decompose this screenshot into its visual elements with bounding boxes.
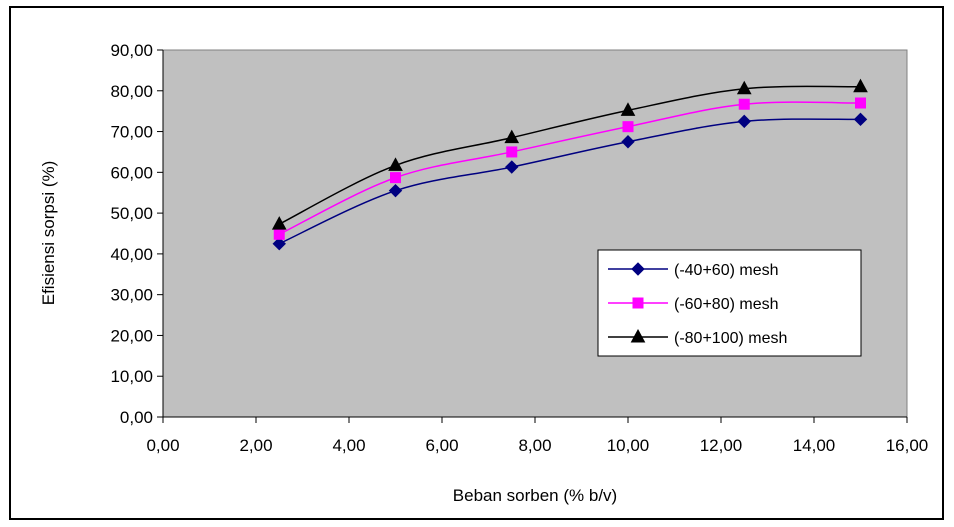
- y-tick-label: 0,00: [120, 408, 153, 427]
- x-tick-label: 10,00: [607, 436, 650, 455]
- x-tick-label: 14,00: [793, 436, 836, 455]
- legend-marker-3: [630, 328, 646, 343]
- x-tick-label: 6,00: [425, 436, 458, 455]
- x-axis-title: Beban sorben (% b/v): [453, 486, 617, 505]
- y-tick-label: 90,00: [110, 41, 153, 60]
- y-tick-label: 70,00: [110, 123, 153, 142]
- data-point-series-2: [622, 121, 634, 133]
- data-point-series-3: [271, 216, 287, 230]
- series-line-1: [278, 118, 861, 245]
- data-point-series-3: [853, 78, 868, 93]
- legend-marker-2: [632, 297, 644, 309]
- legend: (-40+60) mesh (-60+80) mesh (-80+100) mesh: [597, 249, 862, 357]
- data-point-series-1: [737, 114, 751, 129]
- legend-label-3: (-80+100) mesh: [674, 330, 787, 347]
- x-tick-label: 4,00: [332, 436, 365, 455]
- data-point-series-2: [855, 97, 866, 109]
- x-tick-label: 8,00: [518, 436, 551, 455]
- legend-marker-1: [631, 262, 645, 276]
- x-tick-label: 2,00: [239, 436, 272, 455]
- y-tick-label: 20,00: [110, 326, 153, 345]
- data-point-series-2: [390, 172, 401, 184]
- data-point-series-2: [738, 98, 750, 110]
- data-point-series-1: [272, 236, 286, 251]
- y-axis-title: Efisiensi sorpsi (%): [39, 161, 58, 306]
- y-tick-label: 30,00: [110, 286, 153, 305]
- data-point-series-1: [388, 183, 403, 198]
- series-layer: [271, 78, 868, 251]
- data-point-series-1: [505, 160, 519, 174]
- x-axis-ticks: 0,00 2,00 4,00 6,00 8,00 10,00 12,00 14,00 16,00: [146, 416, 929, 455]
- y-tick-label: 40,00: [110, 245, 153, 264]
- legend-label-1: (-40+60) mesh: [674, 262, 779, 279]
- data-point-series-3: [504, 129, 520, 144]
- y-tick-label: 60,00: [110, 163, 153, 182]
- data-point-series-1: [853, 112, 868, 127]
- data-point-series-3: [388, 157, 403, 171]
- legend-label-2: (-60+80) mesh: [674, 296, 779, 313]
- data-point-series-3: [736, 80, 752, 95]
- data-point-series-2: [506, 146, 518, 158]
- x-tick-label: 12,00: [700, 436, 743, 455]
- y-tick-label: 80,00: [110, 82, 153, 101]
- data-point-series-1: [621, 135, 635, 149]
- x-tick-label: 16,00: [886, 436, 929, 455]
- x-tick-label: 0,00: [146, 436, 179, 455]
- y-axis-ticks: 0,00 10,00 20,00 30,00 40,00 50,00 60,00 70,00 8…: [110, 41, 164, 427]
- data-point-series-2: [273, 228, 285, 240]
- data-point-series-3: [620, 102, 636, 116]
- y-tick-label: 50,00: [110, 204, 153, 223]
- series-line-3: [278, 85, 861, 225]
- series-line-2: [278, 101, 861, 235]
- y-tick-label: 10,00: [110, 367, 153, 386]
